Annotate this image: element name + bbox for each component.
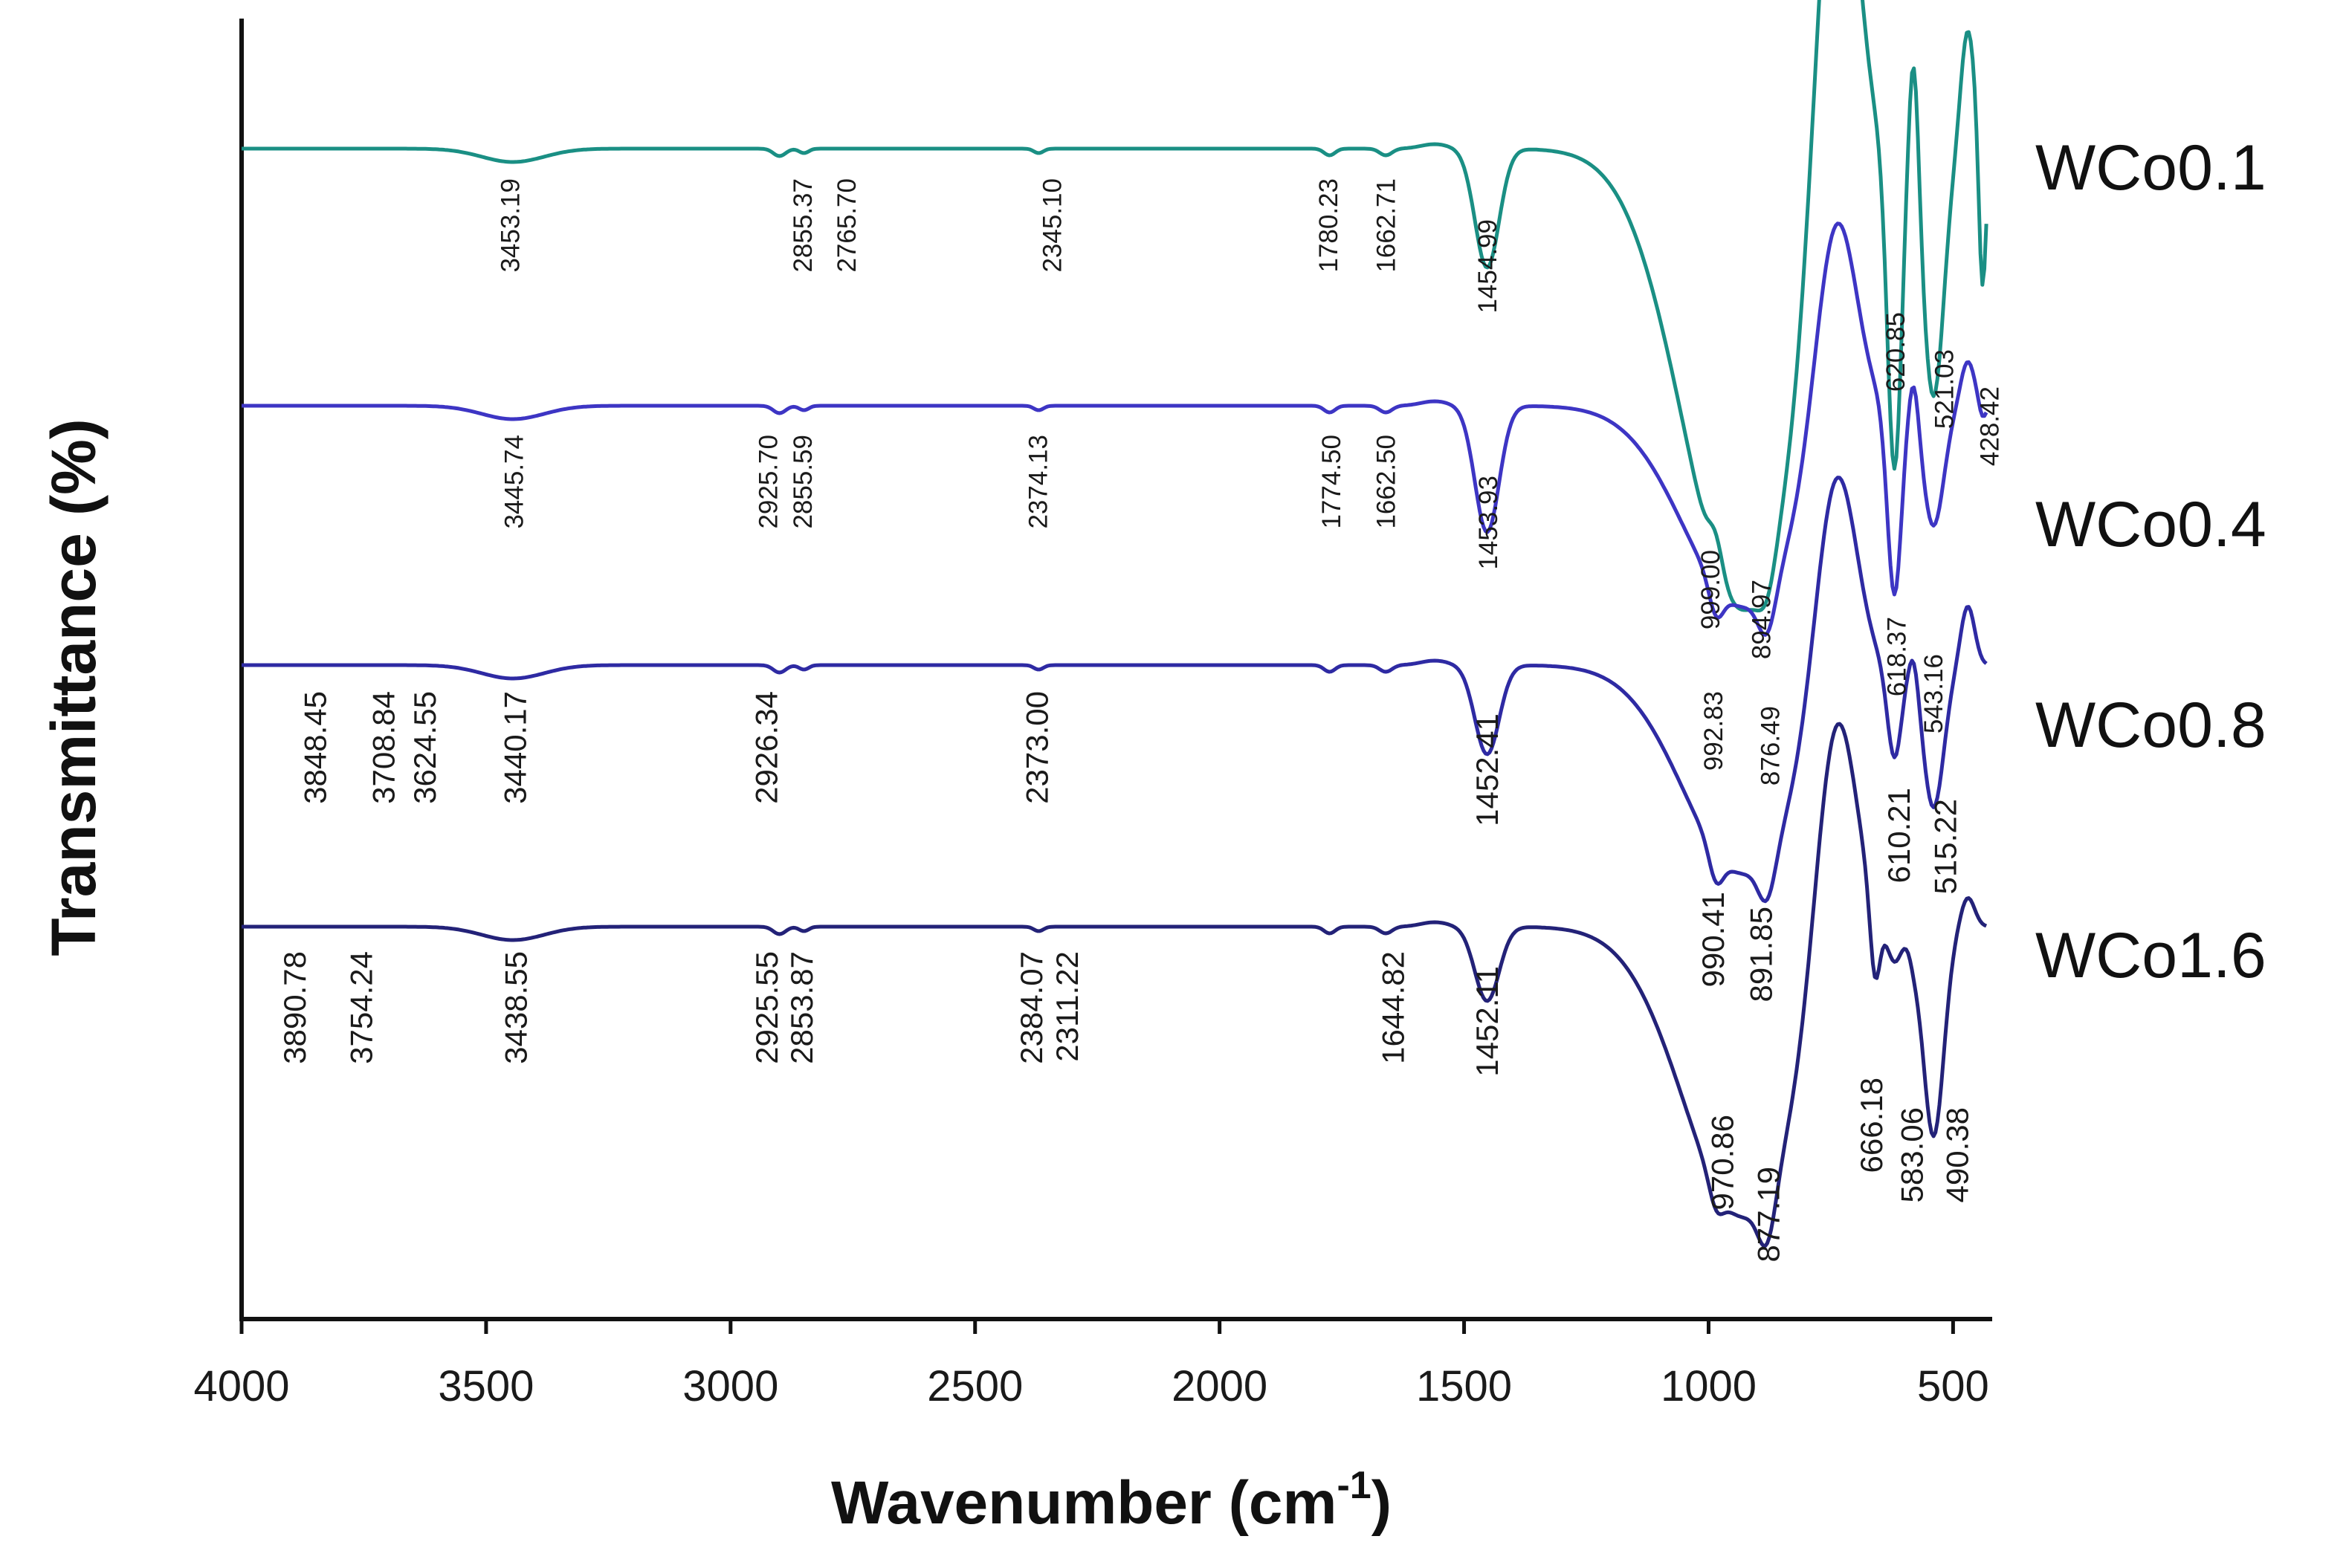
x-tick-label: 3500	[438, 1362, 534, 1410]
series-label: WCo1.6	[2035, 920, 2266, 991]
peak-label: 990.41	[1696, 892, 1731, 987]
peak-label: 2311.22	[1050, 951, 1085, 1062]
peak-label: 1452.11	[1470, 966, 1505, 1077]
plot-lines	[242, 0, 1988, 1248]
peak-label: 2384.07	[1014, 951, 1049, 1064]
series-line-WCo0.1	[242, 0, 1988, 613]
peak-label: 2855.37	[789, 178, 818, 273]
peak-label: 1774.50	[1317, 435, 1346, 529]
peak-label: 3754.24	[344, 951, 379, 1064]
peak-label: 891.85	[1744, 907, 1779, 1002]
peak-label: 666.18	[1854, 1078, 1889, 1173]
x-axis-title-superscript: -1	[1337, 1464, 1371, 1507]
peak-label: 515.22	[1928, 799, 1962, 894]
peak-label: 490.38	[1940, 1107, 1975, 1202]
x-axis-title-main: Wavenumber (cm	[831, 1469, 1337, 1537]
peak-label: 2374.13	[1024, 435, 1053, 529]
peak-label: 2925.70	[755, 435, 783, 529]
peak-label: 970.86	[1705, 1115, 1740, 1210]
peak-label: 521.03	[1930, 349, 1959, 429]
x-tick-label: 1000	[1661, 1362, 1757, 1410]
peak-label: 2926.34	[749, 691, 783, 804]
peak-label: 3445.74	[500, 435, 529, 529]
axes	[239, 19, 1992, 1321]
peak-label: 1780.23	[1314, 178, 1343, 273]
peak-label: 3848.45	[298, 691, 333, 804]
peak-label: 543.16	[1919, 654, 1948, 733]
peak-label: 3453.19	[497, 178, 526, 273]
peak-label: 3440.17	[497, 691, 532, 804]
peak-label: 618.37	[1883, 617, 1912, 696]
x-ticks: 4000 3500 3000 2500 2000 1500 1000 500	[193, 1319, 1989, 1410]
x-tick-label: 1500	[1416, 1362, 1512, 1410]
x-tick-label: 2500	[927, 1362, 1023, 1410]
peak-label: 428.42	[1976, 386, 2005, 466]
series-label: WCo0.4	[2035, 489, 2266, 560]
series-line-WCo0.8	[242, 476, 1988, 904]
series-line-WCo0.4	[242, 221, 1988, 637]
peak-label: 1662.71	[1372, 178, 1401, 273]
peak-label: 877.19	[1751, 1167, 1786, 1262]
peak-label: 3438.55	[498, 951, 533, 1064]
peak-label: 1452.41	[1470, 713, 1505, 826]
x-tick-label: 4000	[193, 1362, 289, 1410]
peak-label: 3624.55	[407, 691, 442, 804]
peak-label: 3890.78	[277, 951, 312, 1064]
peak-label: 2373.00	[1019, 691, 1054, 804]
peak-label: 1453.93	[1474, 476, 1503, 570]
series-line-WCo1.6	[242, 722, 1988, 1248]
peak-label: 876.49	[1757, 706, 1786, 785]
peak-label: 894.97	[1748, 580, 1777, 659]
peak-label: 1454.99	[1473, 219, 1502, 314]
peak-label: 1662.50	[1372, 435, 1401, 529]
peak-label: 2853.87	[784, 951, 819, 1064]
peak-label: 2765.70	[833, 178, 862, 273]
peak-label: 583.06	[1895, 1107, 1930, 1202]
x-axis-title: Wavenumber (cm-1)	[831, 1464, 1392, 1537]
peak-label: 1644.82	[1375, 951, 1410, 1064]
x-tick-label: 500	[1917, 1362, 1989, 1410]
peak-labels: 3453.19 2855.37 2765.70 2345.10 1780.23 1662.…	[277, 178, 2005, 1262]
y-axis-title: Transmittance (%)	[39, 418, 109, 956]
peak-label: 2925.55	[749, 951, 784, 1064]
x-axis-title-close: )	[1371, 1469, 1392, 1537]
x-tick-label: 2000	[1172, 1362, 1267, 1410]
series-labels: WCo0.1 WCo0.4 WCo0.8 WCo1.6	[2035, 132, 2266, 991]
series-label: WCo0.1	[2035, 132, 2266, 204]
peak-label: 992.83	[1699, 691, 1728, 771]
peak-label: 999.00	[1696, 550, 1725, 629]
x-tick-label: 3000	[682, 1362, 778, 1410]
peak-label: 610.21	[1881, 788, 1916, 883]
peak-label: 3708.84	[366, 691, 401, 804]
series-label: WCo0.8	[2035, 690, 2266, 761]
peak-label: 2855.59	[789, 435, 818, 529]
peak-label: 620.85	[1881, 312, 1910, 392]
peak-label: 2345.10	[1038, 178, 1067, 273]
